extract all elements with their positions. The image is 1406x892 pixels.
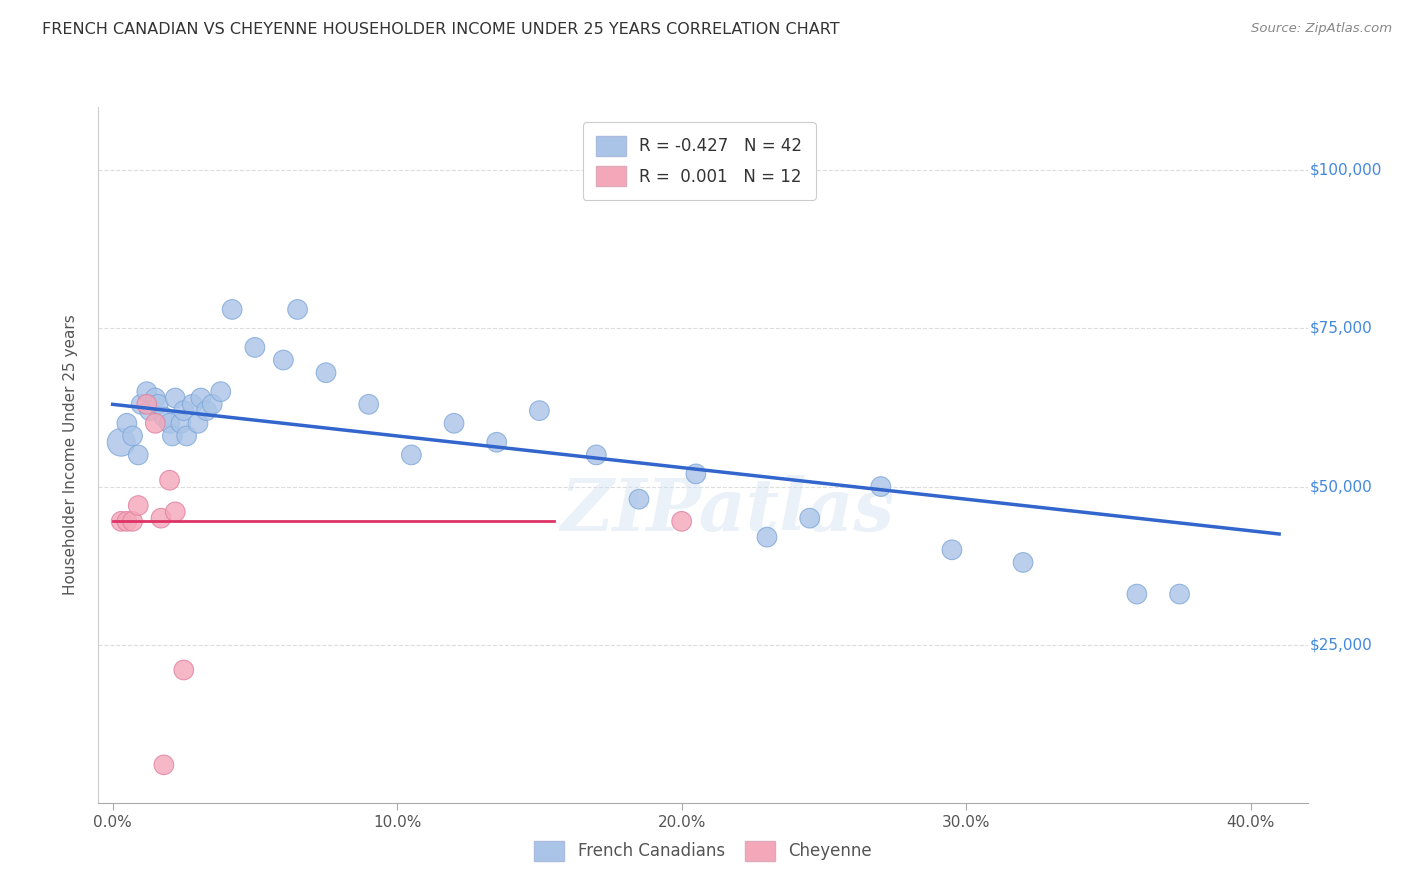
Point bbox=[190, 391, 212, 405]
Point bbox=[869, 479, 891, 493]
Point bbox=[165, 391, 187, 405]
Point bbox=[671, 514, 693, 528]
Point bbox=[159, 417, 181, 431]
Point bbox=[143, 417, 166, 431]
Text: Source: ZipAtlas.com: Source: ZipAtlas.com bbox=[1251, 22, 1392, 36]
Point bbox=[165, 505, 187, 519]
Text: $50,000: $50,000 bbox=[1310, 479, 1372, 494]
Legend: French Canadians, Cheyenne: French Canadians, Cheyenne bbox=[522, 828, 884, 874]
Point bbox=[941, 542, 963, 557]
Point bbox=[127, 499, 149, 513]
Point bbox=[357, 397, 380, 411]
Point bbox=[287, 302, 309, 317]
Y-axis label: Householder Income Under 25 years: Householder Income Under 25 years bbox=[63, 315, 77, 595]
Point bbox=[181, 397, 204, 411]
Point bbox=[195, 403, 218, 417]
Point bbox=[129, 397, 152, 411]
Point bbox=[127, 448, 149, 462]
Point bbox=[585, 448, 607, 462]
Point bbox=[121, 429, 143, 443]
Point bbox=[485, 435, 508, 450]
Point bbox=[153, 757, 176, 772]
Point bbox=[162, 429, 184, 443]
Point bbox=[110, 435, 132, 450]
Point bbox=[209, 384, 232, 399]
Point bbox=[135, 384, 157, 399]
Point bbox=[273, 353, 295, 368]
Point bbox=[153, 409, 176, 424]
Point bbox=[115, 417, 138, 431]
Text: FRENCH CANADIAN VS CHEYENNE HOUSEHOLDER INCOME UNDER 25 YEARS CORRELATION CHART: FRENCH CANADIAN VS CHEYENNE HOUSEHOLDER … bbox=[42, 22, 839, 37]
Point bbox=[243, 340, 266, 354]
Point bbox=[173, 403, 195, 417]
Point bbox=[159, 473, 181, 487]
Point bbox=[138, 403, 160, 417]
Point bbox=[150, 511, 173, 525]
Text: $25,000: $25,000 bbox=[1310, 637, 1372, 652]
Point bbox=[401, 448, 423, 462]
Point bbox=[315, 366, 337, 380]
Point bbox=[627, 492, 650, 507]
Point bbox=[201, 397, 224, 411]
Point bbox=[135, 397, 157, 411]
Point bbox=[173, 663, 195, 677]
Point bbox=[799, 511, 821, 525]
Point bbox=[143, 391, 166, 405]
Point bbox=[170, 417, 193, 431]
Point bbox=[756, 530, 779, 544]
Point bbox=[187, 417, 209, 431]
Point bbox=[176, 429, 198, 443]
Point bbox=[110, 514, 132, 528]
Point bbox=[121, 514, 143, 528]
Point bbox=[685, 467, 707, 481]
Text: $75,000: $75,000 bbox=[1310, 321, 1372, 336]
Point bbox=[529, 403, 551, 417]
Point bbox=[115, 514, 138, 528]
Text: ZIPatlas: ZIPatlas bbox=[560, 475, 894, 546]
Point bbox=[221, 302, 243, 317]
Point bbox=[146, 397, 169, 411]
Text: $100,000: $100,000 bbox=[1310, 163, 1382, 178]
Point bbox=[1168, 587, 1191, 601]
Point bbox=[1126, 587, 1149, 601]
Point bbox=[1012, 556, 1035, 570]
Point bbox=[443, 417, 465, 431]
